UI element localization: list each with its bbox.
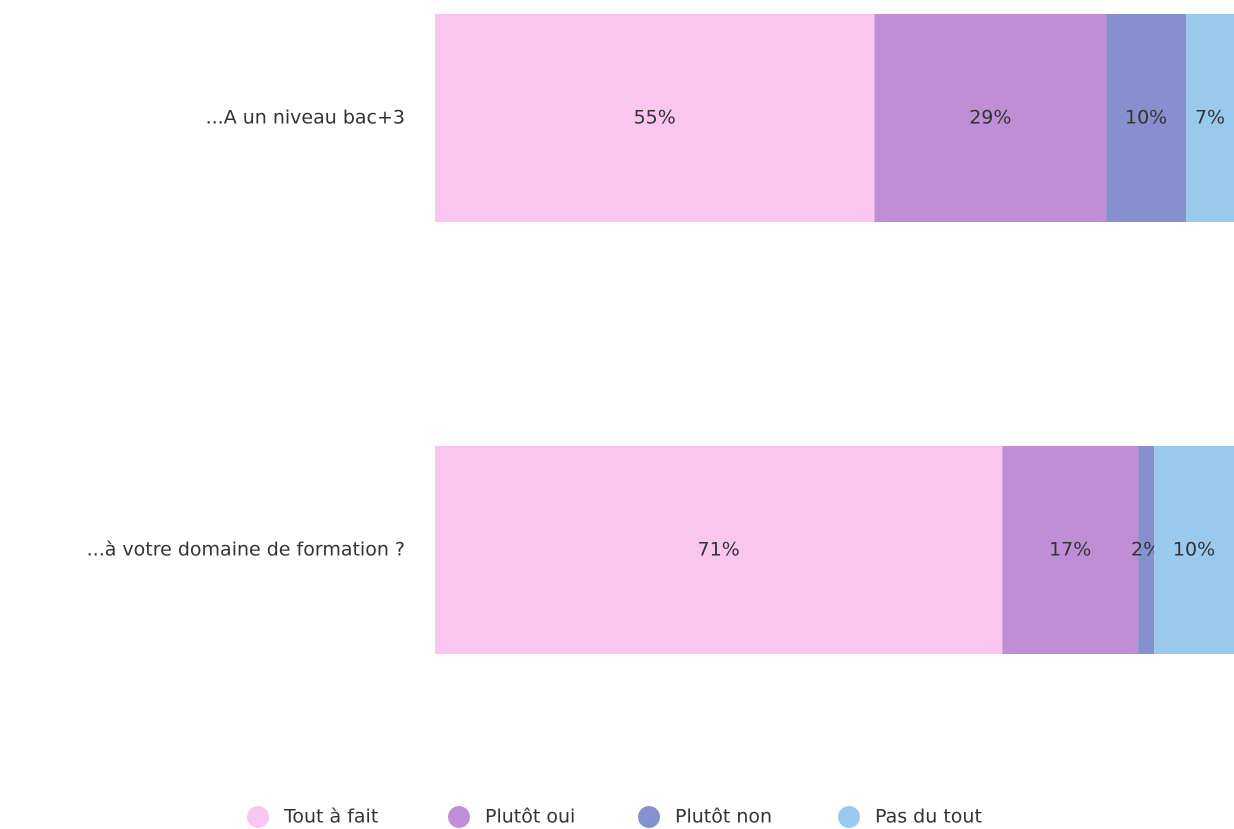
data-label: 55% [634,107,676,129]
legend-marker [638,806,660,828]
bar-segment [1186,14,1234,222]
legend-marker [247,806,269,828]
data-label: 71% [698,539,740,561]
data-label: 7% [1195,107,1225,129]
bar-segment [435,446,1003,654]
bar-segment [874,14,1107,222]
data-label: 2% [1131,539,1161,561]
legend-marker [838,806,860,828]
data-label: 10% [1173,539,1215,561]
data-label: 29% [969,107,1011,129]
category-label: ...à votre domaine de formation ? [87,539,405,561]
bar-segment [435,14,875,222]
bar-segment [1154,446,1234,654]
legend-label: Tout à fait [283,806,378,828]
category-label: ...A un niveau bac+3 [206,107,405,129]
legend-label: Plutôt non [675,806,772,828]
legend-marker [448,806,470,828]
legend-label: Pas du tout [875,806,982,828]
bar-segment [1138,446,1155,654]
legend-label: Plutôt oui [485,806,575,828]
bar-segment [1106,14,1187,222]
data-label: 17% [1049,539,1091,561]
bar-segment [1002,446,1139,654]
data-label: 10% [1125,107,1167,129]
